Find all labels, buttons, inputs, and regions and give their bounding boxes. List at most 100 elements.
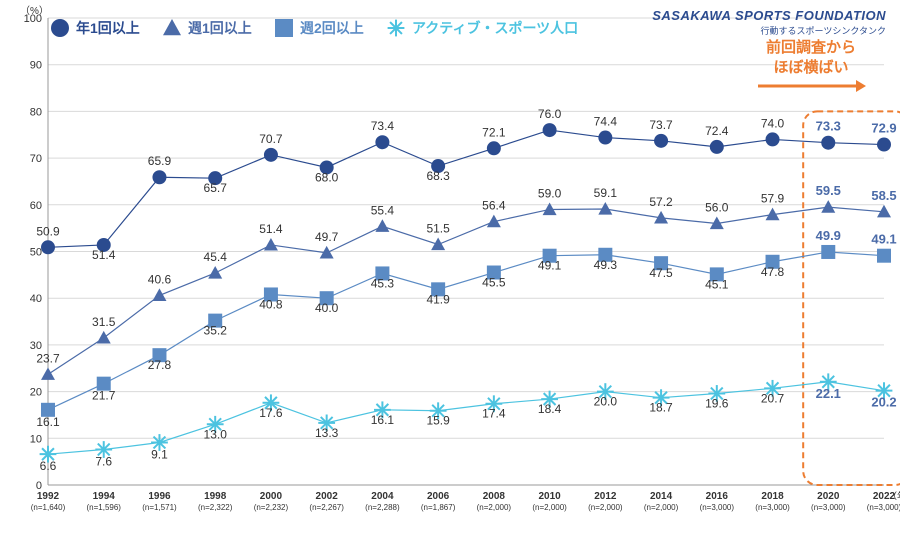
value-label: 73.7 xyxy=(649,118,673,132)
value-label: 49.3 xyxy=(594,258,618,272)
value-label: 49.1 xyxy=(871,232,896,247)
value-label: 55.4 xyxy=(371,203,395,217)
value-label: 56.0 xyxy=(705,200,729,214)
svg-text:2006: 2006 xyxy=(427,491,450,502)
svg-text:90: 90 xyxy=(30,60,42,72)
svg-text:(n=2,288): (n=2,288) xyxy=(365,503,400,512)
svg-text:（%）: （%） xyxy=(20,5,49,17)
value-label: 70.7 xyxy=(259,132,283,146)
svg-text:(n=3,000): (n=3,000) xyxy=(811,503,846,512)
annotation-text: 前回調査からほぼ横ばい xyxy=(756,38,866,93)
svg-text:50: 50 xyxy=(30,247,42,259)
svg-text:(n=1,571): (n=1,571) xyxy=(142,503,177,512)
value-label: 73.3 xyxy=(816,119,841,134)
value-label: 22.1 xyxy=(816,386,841,401)
svg-text:(n=2,000): (n=2,000) xyxy=(477,503,512,512)
value-label: 59.0 xyxy=(538,186,562,200)
value-label: 17.4 xyxy=(482,407,506,421)
value-label: 45.5 xyxy=(482,276,506,290)
svg-text:(n=1,867): (n=1,867) xyxy=(421,503,456,512)
value-label: 65.7 xyxy=(204,181,228,195)
svg-text:(n=3,000): (n=3,000) xyxy=(755,503,790,512)
value-label: 16.1 xyxy=(371,413,395,427)
series-line xyxy=(48,130,884,247)
svg-text:2012: 2012 xyxy=(594,491,617,502)
svg-text:(n=3,000): (n=3,000) xyxy=(867,503,900,512)
series-line xyxy=(48,207,884,374)
legend-label: 年1回以上 xyxy=(76,20,140,36)
value-label: 16.1 xyxy=(36,415,60,429)
value-label: 57.9 xyxy=(761,192,785,206)
value-label: 15.9 xyxy=(426,414,450,428)
legend-label: アクティブ・スポーツ人口 xyxy=(412,20,578,36)
value-label: 9.1 xyxy=(151,448,168,462)
svg-text:2018: 2018 xyxy=(761,491,784,502)
svg-text:70: 70 xyxy=(30,153,42,165)
value-label: 49.7 xyxy=(315,230,339,244)
value-label: 40.8 xyxy=(259,297,283,311)
svg-text:2020: 2020 xyxy=(817,491,840,502)
value-label: 47.5 xyxy=(649,266,673,280)
value-label: 20.2 xyxy=(871,395,896,410)
svg-text:(n=2,000): (n=2,000) xyxy=(588,503,623,512)
svg-text:2004: 2004 xyxy=(371,491,394,502)
svg-text:2016: 2016 xyxy=(706,491,729,502)
svg-text:1996: 1996 xyxy=(148,491,171,502)
value-label: 6.6 xyxy=(40,459,57,473)
svg-text:2008: 2008 xyxy=(483,491,506,502)
svg-text:80: 80 xyxy=(30,106,42,118)
value-label: 51.4 xyxy=(92,248,116,262)
value-label: 59.1 xyxy=(594,186,618,200)
value-label: 49.9 xyxy=(816,228,841,243)
value-label: 13.0 xyxy=(204,427,228,441)
logo-sub: 行動するスポーツシンクタンク xyxy=(652,24,886,37)
value-label: 49.1 xyxy=(538,259,562,273)
svg-text:40: 40 xyxy=(30,293,42,305)
value-label: 23.7 xyxy=(36,351,60,365)
value-label: 45.4 xyxy=(204,250,228,264)
value-label: 20.0 xyxy=(594,395,618,409)
svg-text:2002: 2002 xyxy=(316,491,339,502)
svg-text:20: 20 xyxy=(30,387,42,399)
value-label: 50.9 xyxy=(36,224,60,238)
value-label: 21.7 xyxy=(92,389,116,403)
svg-text:(n=1,640): (n=1,640) xyxy=(31,503,66,512)
svg-text:60: 60 xyxy=(30,200,42,212)
svg-text:2000: 2000 xyxy=(260,491,283,502)
value-label: 51.5 xyxy=(426,221,450,235)
value-label: 40.0 xyxy=(315,301,339,315)
value-label: 59.5 xyxy=(816,183,841,198)
logo-main: SASAKAWA SPORTS FOUNDATION xyxy=(652,8,886,23)
value-label: 72.4 xyxy=(705,124,729,138)
value-label: 13.3 xyxy=(315,426,339,440)
value-label: 57.2 xyxy=(649,195,673,209)
value-label: 65.9 xyxy=(148,154,172,168)
value-label: 7.6 xyxy=(95,455,112,469)
value-label: 19.6 xyxy=(705,396,729,410)
value-label: 20.7 xyxy=(761,391,785,405)
value-label: 47.8 xyxy=(761,265,785,279)
svg-text:2010: 2010 xyxy=(538,491,561,502)
svg-text:(n=2,322): (n=2,322) xyxy=(198,503,233,512)
legend-label: 週2回以上 xyxy=(300,20,364,36)
series-line xyxy=(48,252,884,410)
value-label: 72.9 xyxy=(871,121,896,136)
value-label: 56.4 xyxy=(482,199,506,213)
value-label: 18.7 xyxy=(649,401,673,415)
svg-text:(n=2,232): (n=2,232) xyxy=(254,503,289,512)
svg-text:1998: 1998 xyxy=(204,491,227,502)
svg-text:（年）: （年） xyxy=(888,490,900,501)
value-label: 74.0 xyxy=(761,116,785,130)
value-label: 40.6 xyxy=(148,272,172,286)
svg-text:1992: 1992 xyxy=(37,491,60,502)
svg-text:(n=2,000): (n=2,000) xyxy=(644,503,679,512)
value-label: 76.0 xyxy=(538,107,562,121)
value-label: 35.2 xyxy=(204,324,228,338)
legend-label: 週1回以上 xyxy=(188,20,252,36)
svg-text:(n=3,000): (n=3,000) xyxy=(700,503,735,512)
svg-text:30: 30 xyxy=(30,340,42,352)
value-label: 31.5 xyxy=(92,315,116,329)
value-label: 17.6 xyxy=(259,406,283,420)
svg-text:1994: 1994 xyxy=(93,491,116,502)
value-label: 41.9 xyxy=(426,292,450,306)
